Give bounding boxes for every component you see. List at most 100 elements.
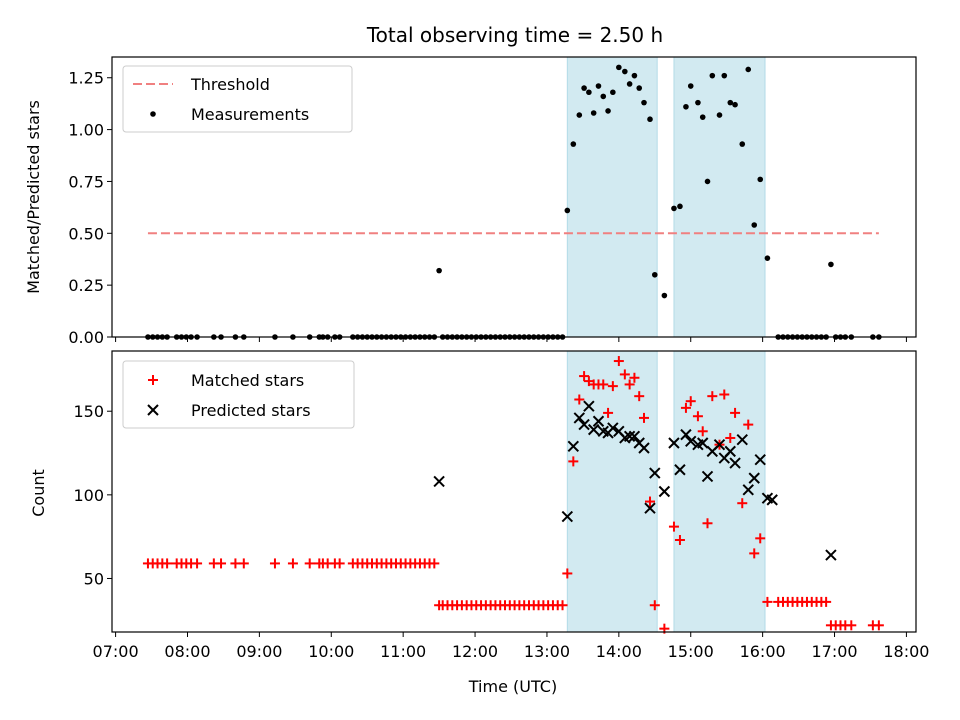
measurement-point (757, 176, 764, 183)
predicted-star-point (561, 510, 574, 523)
measurement-point (687, 83, 694, 89)
predicted-star-point (748, 472, 760, 484)
x-tick-label: 13:00 (524, 642, 570, 661)
legend-matched-swatch (148, 375, 158, 385)
top-y-axis-label: Matched/Predicted stars (24, 100, 43, 294)
measurement-point (751, 222, 758, 228)
measurement-point (647, 116, 653, 123)
measurement-point (683, 103, 689, 110)
matched-star-point (737, 498, 748, 509)
measurement-point (581, 85, 587, 91)
matched-star-point (821, 596, 832, 607)
predicted-star-point (658, 485, 671, 498)
predicted-star-point (644, 502, 656, 514)
measurement-point (641, 99, 647, 106)
measurement-point (704, 178, 711, 185)
measurement-point (677, 203, 683, 210)
measurement-point (636, 85, 643, 91)
measurement-point (695, 99, 701, 106)
matched-star-point (749, 548, 760, 559)
y-tick-label: 150 (73, 402, 104, 421)
x-tick-label: 14:00 (596, 642, 642, 661)
measurement-point (716, 112, 723, 118)
predicted-star-point (766, 494, 778, 506)
measurement-point (828, 261, 834, 268)
legend-measurements-label: Measurements (191, 105, 309, 124)
legend-box (122, 65, 353, 133)
measurement-point (570, 141, 577, 147)
matched-star-point (238, 558, 249, 569)
measurement-point (436, 267, 442, 274)
measurement-point (564, 207, 571, 214)
x-tick-label: 08:00 (164, 642, 210, 661)
predicted-star-point (607, 422, 619, 434)
bottom-panel: 50 100 150 07:00 08:00 09:00 10:00 11:00 12:00 13… (73, 350, 929, 661)
predicted-star-point (674, 464, 686, 476)
matched-star-point (603, 407, 614, 418)
y-tick-label: 0.75 (68, 172, 104, 191)
top-plot-frame (111, 56, 917, 338)
x-axis-label: Time (UTC) (468, 677, 557, 696)
x-tick-label: 18:00 (883, 642, 929, 661)
matched-star-point (579, 371, 590, 382)
measurement-point (732, 101, 738, 108)
matched-star-point (269, 558, 280, 569)
legend-threshold-label: Threshold (190, 75, 270, 94)
predicted-star-point (825, 549, 837, 561)
matched-star-point (334, 558, 345, 569)
predicted-star-point (583, 400, 595, 412)
matched-star-point (304, 558, 315, 569)
matched-star-point (192, 558, 203, 569)
matched-star-point (607, 381, 618, 392)
measurement-point (671, 205, 677, 212)
matched-star-point (649, 600, 660, 611)
y-tick-label: 1.25 (68, 69, 104, 88)
shaded-interval (566, 350, 658, 633)
shaded-interval (673, 56, 766, 338)
measurement-point (631, 72, 638, 79)
top-panel: 0.00 0.25 0.50 0.75 1.00 1.25 Threshold Measure… (68, 56, 917, 347)
measurement-point (616, 64, 622, 71)
measurement-point (651, 271, 658, 278)
predicted-star-point (573, 412, 586, 424)
y-tick-label: 0.00 (68, 328, 104, 347)
legend-predicted-label: Predicted stars (191, 401, 311, 420)
x-tick-label: 12:00 (452, 642, 498, 661)
y-tick-label: 100 (73, 486, 104, 505)
x-tick-label: 07:00 (93, 642, 139, 661)
y-tick-label: 0.50 (68, 224, 104, 243)
predicted-star-point (680, 428, 692, 441)
measurement-point (600, 93, 607, 100)
x-tick-label: 17:00 (811, 642, 857, 661)
matched-star-point (598, 379, 609, 390)
matched-star-point (680, 402, 691, 413)
predicted-star-point (713, 438, 726, 451)
matched-star-point (162, 558, 173, 569)
shaded-interval (673, 350, 766, 633)
matched-star-point (762, 596, 773, 607)
matched-star-point (568, 456, 579, 467)
measurement-point (709, 72, 716, 79)
matched-star-point (634, 391, 645, 402)
matched-star-point (619, 369, 630, 380)
measurement-point (626, 81, 633, 87)
predicted-star-point (567, 440, 580, 453)
measurement-point (576, 112, 583, 118)
matched-star-point (639, 412, 650, 423)
y-tick-label: 50 (84, 569, 104, 588)
chart-title: Total observing time = 2.50 h (366, 23, 663, 47)
measurement-point (595, 83, 602, 89)
legend-box (122, 360, 355, 429)
measurement-point (661, 292, 668, 299)
measurement-point (739, 141, 746, 147)
matched-star-point (707, 391, 718, 402)
predicted-star-point (742, 484, 754, 496)
measurement-point (764, 255, 771, 261)
matched-star-point (674, 535, 685, 546)
legend-predicted-swatch (147, 404, 159, 416)
predicted-star-point (729, 457, 741, 469)
matched-star-point (702, 518, 713, 529)
matched-star-point (697, 426, 708, 437)
matched-star-point (725, 432, 736, 443)
